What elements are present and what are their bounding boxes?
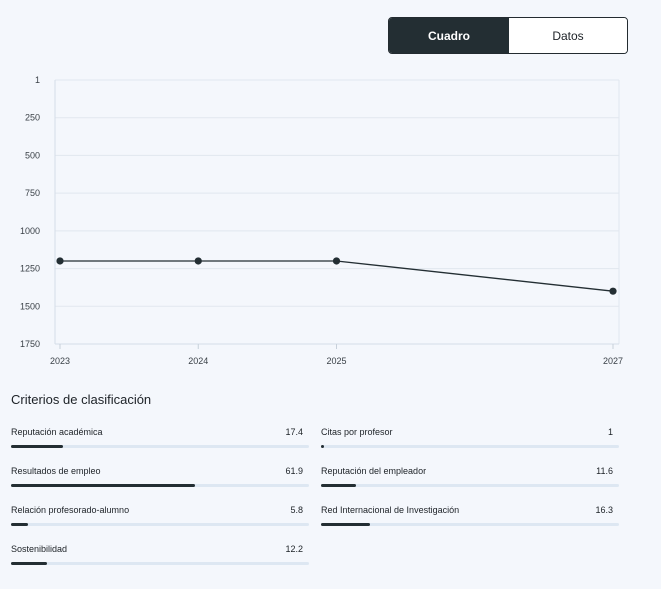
criterion-bar-fill [11,484,196,487]
criterion-bar-track [11,523,309,526]
criterion-bar-track [321,484,619,487]
criterion-label: Reputación académica [11,427,103,437]
criterion-item: Reputación del empleador 11.6 [321,463,619,491]
view-toggle: Cuadro Datos [388,17,628,54]
criterion-value: 16.3 [595,505,613,515]
chart-view-button[interactable]: Cuadro [389,18,509,53]
criterion-item: Red Internacional de Investigación 16.3 [321,502,619,530]
criterion-bar-fill [11,445,63,448]
criterion-bar-track [321,523,619,526]
y-tick-label: 1250 [20,264,40,274]
x-tick-label: 2024 [188,356,208,366]
criterion-bar-fill [11,523,29,526]
y-tick-label: 1750 [20,339,40,349]
criterion-item: Relación profesorado-alumno 5.8 [11,502,309,530]
criterion-item: Citas por profesor 1 [321,424,619,452]
series-line [60,260,614,292]
y-tick-label: 1 [35,75,40,85]
criteria-title: Criterios de clasificación [11,392,152,407]
criterion-value: 11.6 [596,466,613,476]
criterion-label: Citas por profesor [321,427,393,437]
data-point [332,257,341,265]
x-tick-label: 2023 [50,356,70,366]
y-tick-label: 750 [25,188,40,198]
criterion-label: Reputación del empleador [321,466,427,476]
criterion-label: Sostenibilidad [11,544,68,554]
criterion-bar-track [11,484,309,487]
criterion-bar-fill [11,562,48,565]
criterion-bar-fill [321,484,356,487]
criterion-value: 61.9 [285,466,303,476]
criterion-label: Resultados de empleo [11,466,101,476]
criterion-bar-track [321,445,619,448]
criterion-label: Red Internacional de Investigación [321,505,460,515]
data-point [609,287,617,295]
x-tick-label: 2025 [326,356,346,366]
criterion-item: Reputación académica 17.4 [11,424,309,452]
data-point [194,257,202,265]
criterion-bar-track [11,562,309,565]
criterion-value: 1 [607,427,613,437]
y-tick-label: 1000 [20,226,40,236]
criterion-bar-fill [321,445,324,448]
criterion-value: 5.8 [290,505,303,515]
data-point [56,257,64,265]
criterion-item: Sostenibilidad 12.2 [11,541,309,569]
criterion-bar-fill [321,523,370,526]
data-view-button[interactable]: Datos [509,18,627,53]
criterion-bar-track [11,445,309,448]
y-tick-label: 1500 [20,301,40,311]
criterion-label: Relación profesorado-alumno [11,505,130,515]
y-tick-label: 250 [25,113,40,123]
y-tick-label: 500 [25,150,40,160]
criterion-item: Resultados de empleo 61.9 [11,463,309,491]
x-tick-label: 2027 [603,356,623,366]
criterion-value: 17.4 [285,427,303,437]
criterion-value: 12.2 [285,544,303,554]
